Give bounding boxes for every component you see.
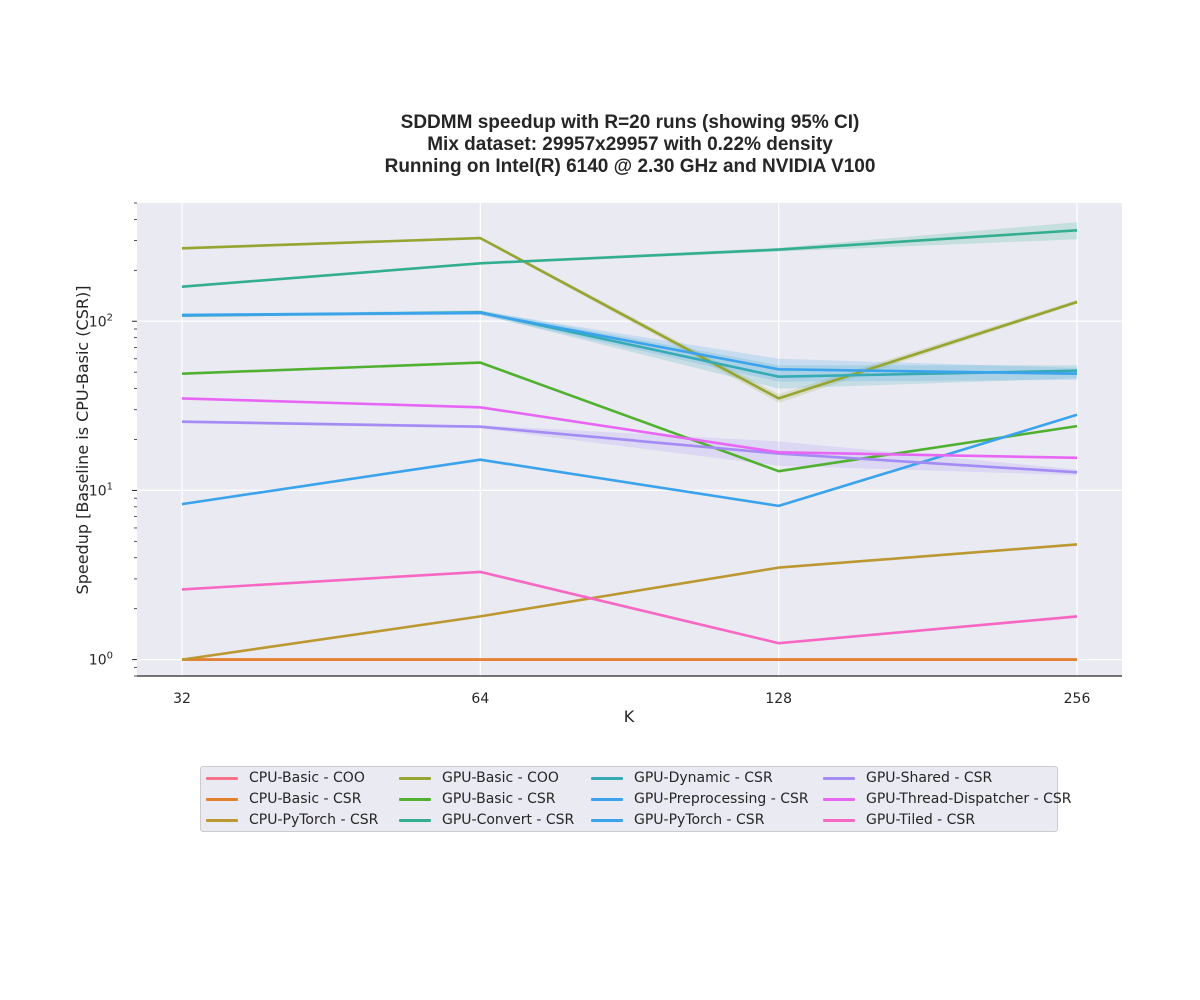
x-axis-label: K [624,707,635,726]
legend-item: CPU-PyTorch - CSR [206,810,378,830]
series-line [181,236,1078,400]
legend-swatch [206,776,238,780]
legend-item: GPU-Shared - CSR [823,768,992,788]
legend-swatch [206,797,238,801]
legend-label: CPU-Basic - COO [249,770,365,786]
legend-swatch [591,776,623,780]
series-line [181,543,1078,661]
legend-item: CPU-Basic - CSR [206,789,361,809]
legend-item: GPU-Preprocessing - CSR [591,789,809,809]
legend-swatch [823,818,855,822]
chart-title-line-3: Running on Intel(R) 6140 @ 2.30 GHz and … [384,156,876,177]
x-tick-label: 128 [765,691,792,707]
legend-swatch [206,818,238,822]
legend-label: GPU-PyTorch - CSR [634,812,765,828]
y-tick-label: 100 [89,651,113,669]
ci-band [182,310,1077,389]
series-lines [181,229,1078,661]
series-line [181,397,1078,460]
legend-label: GPU-Thread-Dispatcher - CSR [866,791,1072,807]
series-line [181,311,1078,375]
series-line [181,420,1078,474]
legend-item: GPU-Tiled - CSR [823,810,975,830]
legend-swatch [399,818,431,822]
x-tick-label: 32 [173,691,191,707]
chart-title-line-2: Mix dataset: 29957x29957 with 0.22% dens… [427,134,833,155]
legend-label: GPU-Dynamic - CSR [634,770,773,786]
legend-swatch [399,797,431,801]
series-line [181,570,1078,645]
legend-item: GPU-Dynamic - CSR [591,768,773,788]
legend-label: CPU-PyTorch - CSR [249,812,379,828]
legend-item: GPU-Basic - CSR [399,789,556,809]
tick-labels: 32 64 128 256 100 101 102 [89,312,1091,707]
legend-item: GPU-Convert - CSR [399,810,574,830]
chart-title: SDDMM speedup with R=20 runs (showing 95… [130,112,1130,178]
legend-item: CPU-Basic - COO [206,768,365,788]
legend-label: CPU-Basic - CSR [249,791,362,807]
y-axis-label: Speedup [Baseline is CPU-Basic (CSR)] [73,286,92,595]
ci-band [182,311,1077,382]
legend-swatch [823,797,855,801]
legend: CPU-Basic - COO CPU-Basic - CSR CPU-PyTorc… [200,766,1072,832]
legend-label: GPU-Basic - COO [442,770,559,786]
legend-item: GPU-Basic - COO [399,768,559,788]
legend-label: GPU-Tiled - CSR [866,812,976,828]
legend-label: GPU-Preprocessing - CSR [634,791,809,807]
series-line [181,361,1078,473]
legend-item: GPU-Thread-Dispatcher - CSR [823,789,1072,809]
ci-band [182,420,1077,476]
y-tick-label: 101 [89,481,113,499]
chart-title-line-1: SDDMM speedup with R=20 runs (showing 95… [400,112,860,133]
x-tick-label: 64 [471,691,489,707]
series-line [181,229,1078,288]
legend-swatch [823,776,855,780]
grid-lines [137,203,1122,676]
legend-swatch [399,776,431,780]
legend-label: GPU-Convert - CSR [442,812,575,828]
legend-swatch [591,797,623,801]
legend-item: GPU-PyTorch - CSR [591,810,764,830]
legend-label: GPU-Basic - CSR [442,791,556,807]
ci-band [182,236,1077,403]
legend-label: GPU-Shared - CSR [866,770,993,786]
series-line [181,413,1078,508]
x-tick-label: 256 [1064,691,1091,707]
legend-swatch [591,818,623,822]
tick-marks [132,202,137,677]
y-tick-label: 102 [89,312,113,330]
